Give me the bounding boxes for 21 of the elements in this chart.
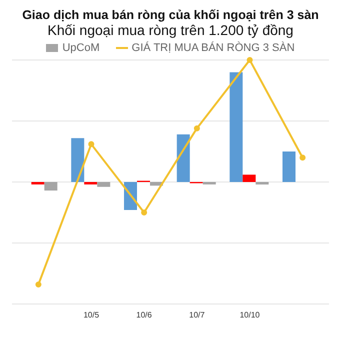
bar	[282, 152, 296, 182]
point	[194, 125, 200, 132]
bar	[230, 72, 243, 182]
chart-title: Giao dịch mua bán ròng của khối ngoại trên 3 sàn	[21, 8, 320, 22]
x-tick-label: 10/6	[136, 310, 152, 320]
point	[141, 210, 148, 216]
point	[300, 154, 306, 161]
x-tick-label: 10/5	[83, 310, 100, 320]
point	[246, 57, 253, 63]
bar	[242, 174, 256, 182]
bar	[176, 134, 190, 182]
bar	[97, 182, 110, 187]
x-tick-label: 10/7	[189, 310, 206, 320]
point	[35, 281, 42, 288]
legend-label: UpCoM	[61, 42, 100, 54]
bar	[44, 182, 58, 191]
point	[88, 141, 94, 148]
legend-label: GIÁ TRỊ MUA BÁN RÒNG 3 SÀN	[130, 42, 295, 54]
x-tick-label: 10/10	[240, 310, 260, 320]
bar	[71, 138, 84, 182]
chart-subtitle: Khối ngoại mua ròng trên 1.200 tỷ đồng	[46, 22, 294, 38]
